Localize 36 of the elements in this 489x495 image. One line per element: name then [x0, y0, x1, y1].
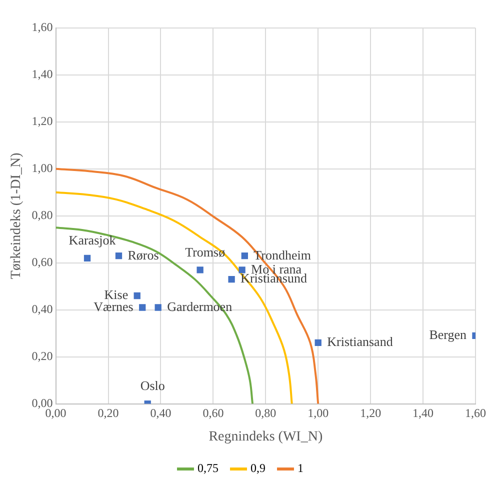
point — [139, 304, 146, 311]
x-tick-label: 1,60 — [465, 406, 486, 420]
point — [84, 254, 91, 262]
point — [154, 304, 162, 311]
annotation: Bergen — [429, 327, 467, 342]
y-tick-label: 0,40 — [32, 302, 53, 316]
y-tick-label: 1,60 — [32, 20, 53, 34]
x-tick-label: 1,40 — [412, 406, 434, 420]
x-axis-title: Regnindeks (WI_N) — [208, 429, 323, 444]
y-tick-label: 0,80 — [32, 208, 53, 222]
point — [134, 292, 140, 300]
annotation: Kristiansand — [327, 334, 394, 350]
point — [196, 266, 204, 274]
y-tick-label: 1,00 — [32, 161, 53, 176]
x-tick-label: 0,40 — [150, 406, 172, 420]
y-tick-label: 0,60 — [32, 255, 53, 270]
legend-label: 0,9 — [250, 461, 266, 476]
annotation: Oslo — [140, 378, 165, 394]
x-tick-label: 1,00 — [308, 406, 329, 420]
y-tick-label: 0,20 — [32, 348, 53, 363]
x-tick-label: 1,20 — [360, 406, 382, 420]
annotation: Karasjok — [68, 232, 116, 248]
point — [314, 339, 322, 346]
point — [241, 252, 248, 260]
point — [115, 252, 122, 260]
legend-label: 1 — [298, 461, 304, 476]
line-series — [56, 168, 320, 404]
y-tick-label: 1,20 — [32, 114, 53, 128]
x-tick-label: 0,20 — [98, 406, 119, 420]
point — [228, 276, 235, 283]
x-tick-label: 0,80 — [255, 406, 276, 420]
annotation: Røros — [128, 247, 159, 262]
y-tick-label: 1,40 — [32, 67, 53, 82]
x-tick-label: 0,60 — [202, 406, 224, 420]
y-axis-title: Tørkeindeks (1-DI_N) — [9, 152, 24, 280]
legend-label: 0,75 — [198, 461, 218, 476]
